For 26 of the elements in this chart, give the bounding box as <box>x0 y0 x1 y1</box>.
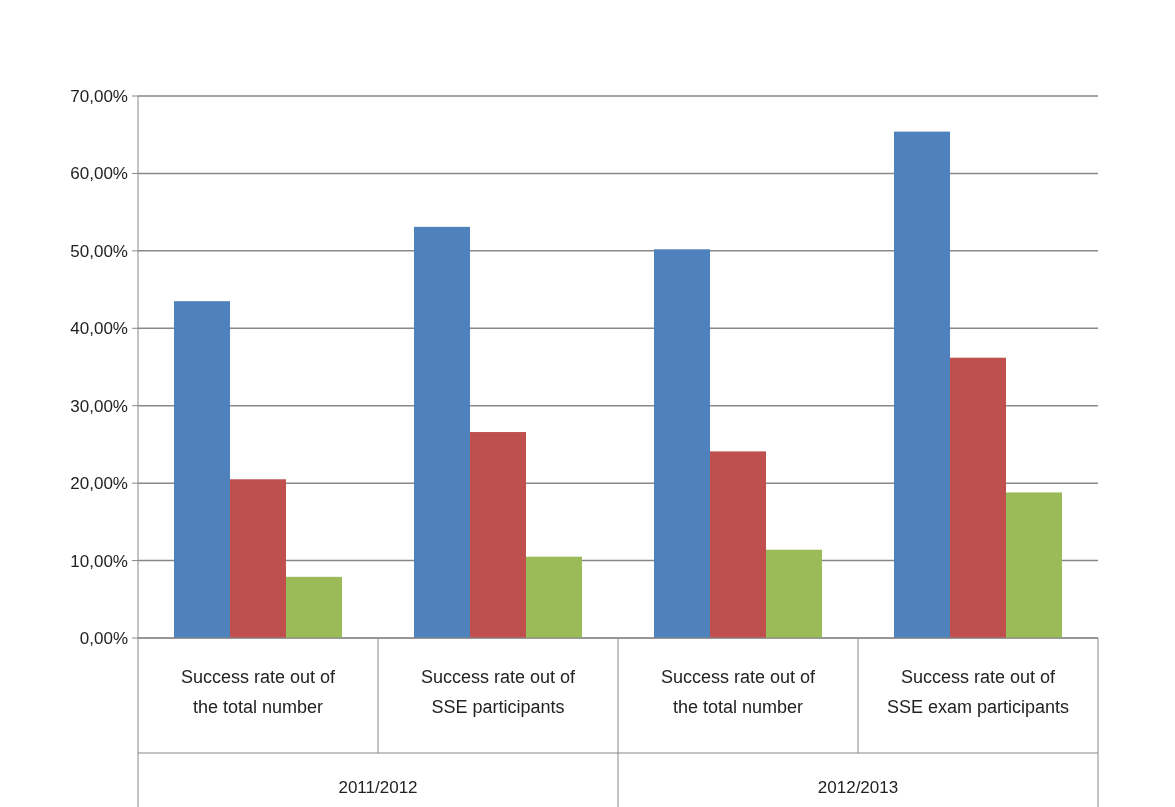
y-tick-label: 50,00% <box>70 241 128 261</box>
bar <box>766 549 822 638</box>
y-tick-label: 40,00% <box>70 319 128 339</box>
y-tick-label: 0,00% <box>79 628 128 648</box>
y-tick-label: 30,00% <box>70 396 128 416</box>
y-tick-label: 60,00% <box>70 164 128 184</box>
y-tick-label: 20,00% <box>70 474 128 494</box>
bar <box>1006 492 1062 638</box>
bar <box>894 131 950 638</box>
bar <box>470 432 526 638</box>
x-tick-label: Success rate out of the total number <box>660 667 817 717</box>
text: 2011/2012 <box>338 778 418 797</box>
x-tick-label: Success rate out of the total number <box>180 667 337 717</box>
bar <box>950 357 1006 638</box>
x-tick-label: Success rate out of SSE exam participants <box>886 667 1070 717</box>
bar <box>230 479 286 638</box>
y-tick-label: 10,00% <box>70 551 128 571</box>
bar <box>286 576 342 638</box>
text: 2012/2013 <box>817 778 899 797</box>
bar <box>710 451 766 638</box>
bar <box>414 226 470 638</box>
bar <box>526 556 582 638</box>
x-tick-label: Success rate out of SSE participants <box>420 667 577 717</box>
bar <box>174 301 230 638</box>
bar <box>654 249 710 638</box>
y-tick-label: 70,00% <box>70 86 128 106</box>
